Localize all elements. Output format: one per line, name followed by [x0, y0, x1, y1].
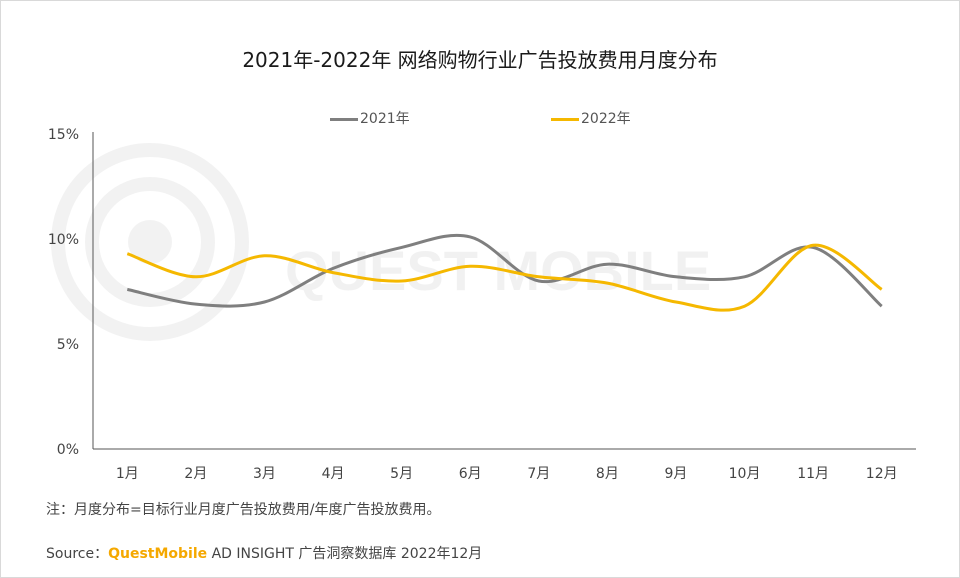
y-tick-label: 0%	[57, 442, 79, 458]
x-tick-label: 3月	[253, 466, 276, 482]
legend-item-2021: 2021年	[330, 108, 410, 128]
x-tick-label: 7月	[527, 466, 550, 482]
legend-item-2022: 2022年	[551, 108, 631, 128]
x-tick-label: 12月	[866, 466, 898, 482]
series-line-2022年	[126, 243, 883, 312]
y-tick-label: 15%	[48, 127, 79, 143]
source-brand: QuestMobile	[108, 546, 208, 562]
x-tick-label: 9月	[664, 466, 687, 482]
source-prefix: Source：	[46, 546, 109, 562]
chart-title: 2021年-2022年 网络购物行业广告投放费用月度分布	[242, 48, 718, 72]
x-tick-label: 5月	[390, 466, 413, 482]
y-tick-label: 5%	[57, 337, 79, 353]
legend-swatch-2021	[330, 117, 358, 121]
footnote: 注：月度分布=目标行业月度广告投放费用/年度广告投放费用。	[46, 502, 441, 518]
x-tick-label: 2月	[184, 466, 207, 482]
legend-label-2021: 2021年	[360, 111, 410, 127]
x-tick-label: 6月	[459, 466, 482, 482]
source-line: Source：QuestMobile AD INSIGHT 广告洞察数据库 20…	[46, 543, 482, 563]
series-line-2021年	[126, 233, 883, 308]
watermark: QUEST MOBILE	[51, 143, 711, 341]
x-tick-label: 1月	[116, 466, 139, 482]
x-tick-label: 10月	[729, 466, 761, 482]
x-tick-label: 4月	[322, 466, 345, 482]
legend-swatch-2022	[551, 117, 579, 121]
x-tick-label: 8月	[596, 466, 619, 482]
source-text: AD INSIGHT 广告洞察数据库 2022年12月	[207, 546, 483, 562]
x-tick-label: 11月	[797, 466, 829, 482]
legend-label-2022: 2022年	[581, 111, 631, 127]
y-tick-label: 10%	[48, 232, 79, 248]
